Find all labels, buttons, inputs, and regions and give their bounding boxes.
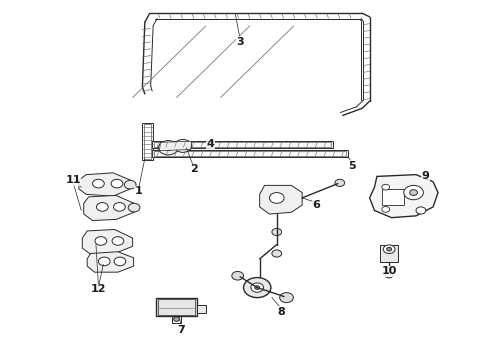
Bar [197, 305, 206, 313]
Circle shape [174, 139, 192, 152]
Circle shape [255, 286, 260, 289]
Text: 12: 12 [91, 284, 106, 294]
Polygon shape [159, 141, 192, 150]
Text: 11: 11 [65, 175, 81, 185]
Text: 1: 1 [135, 186, 143, 197]
Circle shape [385, 272, 393, 278]
Circle shape [410, 190, 417, 195]
Text: 6: 6 [313, 200, 320, 210]
Circle shape [112, 237, 124, 245]
Circle shape [114, 257, 126, 266]
Circle shape [97, 203, 108, 211]
Circle shape [114, 203, 125, 211]
Bar [154, 151, 346, 156]
Text: 9: 9 [422, 171, 430, 181]
Bar [152, 141, 333, 148]
Circle shape [128, 203, 140, 212]
Text: 3: 3 [236, 37, 244, 47]
Circle shape [416, 207, 426, 214]
Bar [152, 150, 347, 157]
Circle shape [251, 283, 264, 292]
Circle shape [404, 185, 423, 200]
Bar [158, 299, 195, 315]
Circle shape [164, 145, 172, 150]
Circle shape [272, 250, 282, 257]
Text: 2: 2 [190, 164, 197, 174]
Polygon shape [260, 185, 302, 214]
Circle shape [93, 179, 104, 188]
Circle shape [111, 179, 123, 188]
Text: 7: 7 [177, 325, 185, 335]
Circle shape [124, 180, 136, 189]
Circle shape [383, 245, 395, 253]
Bar [380, 244, 398, 262]
Circle shape [95, 237, 107, 245]
Text: 4: 4 [207, 139, 215, 149]
Circle shape [382, 207, 390, 212]
Circle shape [335, 179, 344, 186]
Bar [172, 316, 181, 323]
Bar [154, 142, 331, 147]
Bar [156, 298, 197, 316]
Circle shape [232, 271, 244, 280]
Text: 10: 10 [381, 266, 397, 276]
Polygon shape [84, 195, 134, 221]
Polygon shape [87, 252, 134, 272]
Circle shape [244, 278, 271, 298]
Circle shape [382, 184, 390, 190]
Circle shape [280, 293, 294, 303]
Circle shape [270, 193, 284, 203]
Text: 5: 5 [349, 161, 356, 171]
Polygon shape [82, 229, 133, 255]
Bar [382, 189, 404, 205]
Circle shape [387, 247, 392, 251]
Circle shape [159, 140, 178, 155]
Circle shape [179, 143, 186, 148]
Bar [143, 123, 153, 160]
Polygon shape [369, 175, 438, 218]
Circle shape [98, 257, 110, 266]
Polygon shape [79, 173, 130, 196]
Bar [145, 124, 151, 159]
Text: 8: 8 [278, 307, 286, 316]
Circle shape [173, 317, 179, 321]
Circle shape [272, 228, 282, 235]
